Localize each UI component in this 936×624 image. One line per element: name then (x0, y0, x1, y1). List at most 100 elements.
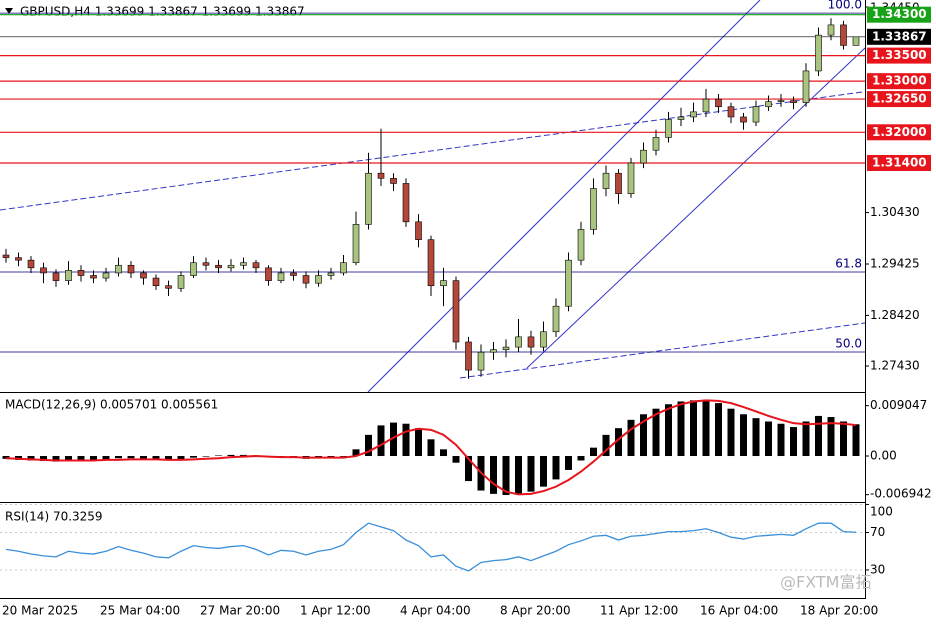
histogram-bar (777, 423, 785, 457)
histogram-bar (540, 456, 547, 487)
candle-body (40, 267, 47, 274)
histogram-bar (765, 421, 772, 457)
candle-body (77, 270, 85, 276)
candle-body (15, 257, 22, 261)
histogram-bar (815, 415, 822, 457)
level-label-box (867, 28, 931, 45)
candle-body (340, 262, 347, 274)
candle-body (490, 349, 497, 353)
x-tick-label: 1 Apr 12:00 (300, 604, 371, 618)
candle-body (190, 262, 197, 276)
histogram-bar (202, 456, 210, 457)
candle-body (815, 34, 822, 72)
collapse-icon[interactable] (5, 8, 13, 14)
candle-body (265, 267, 272, 281)
candle-body (677, 116, 685, 120)
candle-body (477, 351, 485, 371)
histogram-bar (415, 428, 422, 457)
candle-body (577, 229, 585, 261)
channel-line (367, 0, 761, 393)
candle-body (65, 270, 72, 281)
histogram-bar (40, 456, 47, 462)
histogram-bar (565, 456, 572, 470)
candle-body (602, 172, 610, 189)
rsi-line (5, 522, 857, 572)
candle-body (440, 280, 447, 287)
candle-body (752, 106, 760, 123)
candle-body (627, 162, 635, 194)
x-tick-label: 27 Mar 20:00 (200, 604, 280, 618)
histogram-bar (127, 456, 135, 459)
signal-line (5, 399, 857, 496)
candle-body (315, 275, 322, 284)
candle-body (790, 100, 797, 103)
candle-body (252, 262, 260, 269)
candle-body (715, 98, 722, 108)
histogram-bar (140, 456, 147, 459)
level-label-box (867, 124, 931, 141)
candle-body (277, 272, 285, 281)
level-label: 1.34300 (872, 7, 927, 21)
histogram-bar (852, 424, 860, 457)
x-tick-label: 16 Apr 04:00 (700, 604, 778, 618)
level-label: 1.32000 (872, 125, 927, 139)
candle-body (527, 336, 535, 348)
histogram-bar (440, 449, 447, 457)
candle-body (452, 280, 460, 343)
histogram-bar (490, 456, 497, 494)
fib-label: 50.0 (835, 337, 862, 351)
trend-line (459, 322, 866, 379)
y-tick-label: 0.009047 (870, 398, 927, 412)
level-label: 1.33500 (872, 48, 927, 62)
macd-title: MACD(12,26,9) 0.005701 0.005561 (5, 398, 218, 412)
fib-label: 100.0 (828, 0, 862, 12)
watermark: @FXTM富拓 (780, 573, 871, 592)
histogram-bar (215, 455, 222, 457)
level-label: 1.33867 (872, 29, 927, 43)
y-tick-label: 100 (870, 505, 893, 519)
x-tick-label: 4 Apr 04:00 (400, 604, 471, 618)
candle-body (352, 224, 360, 264)
candle-body (2, 254, 10, 258)
histogram-bar (227, 454, 235, 457)
level-label: 1.32650 (872, 92, 927, 106)
candle-body (827, 24, 835, 36)
candle-body (415, 221, 422, 241)
candle-body (727, 106, 735, 118)
y-tick-label: 1.27430 (870, 359, 920, 373)
histogram-bar (752, 418, 760, 457)
histogram-bar (527, 456, 535, 492)
histogram-bar (665, 404, 672, 457)
histogram-bar (190, 456, 197, 458)
histogram-bar (552, 456, 560, 480)
candle-body (165, 285, 172, 289)
histogram-bar (652, 408, 660, 457)
candle-body (565, 259, 572, 307)
histogram-bar (627, 419, 635, 457)
candle-body (690, 111, 697, 118)
level-label: 1.31400 (872, 155, 927, 169)
histogram-bar (677, 401, 685, 457)
y-tick-label: 0.00 (870, 449, 897, 463)
histogram-bar (715, 403, 722, 457)
level-label-box (867, 6, 931, 23)
candle-body (365, 172, 372, 225)
candle-body (290, 272, 297, 276)
candle-body (765, 101, 772, 108)
candle-body (90, 275, 97, 279)
histogram-bar (77, 456, 85, 461)
candle-body (802, 70, 810, 103)
candle-body (152, 277, 160, 287)
histogram-bar (165, 456, 172, 461)
y-tick-label: -0.006942 (870, 487, 932, 501)
candle-body (377, 172, 385, 179)
histogram-bar (390, 422, 397, 457)
candle-body (777, 100, 785, 102)
histogram-bar (515, 456, 522, 494)
candle-body (740, 116, 747, 123)
candle-body (652, 137, 660, 151)
histogram-bar (52, 456, 60, 462)
x-tick-label: 11 Apr 12:00 (600, 604, 678, 618)
candle-body (127, 264, 135, 274)
candle-body (465, 341, 472, 371)
